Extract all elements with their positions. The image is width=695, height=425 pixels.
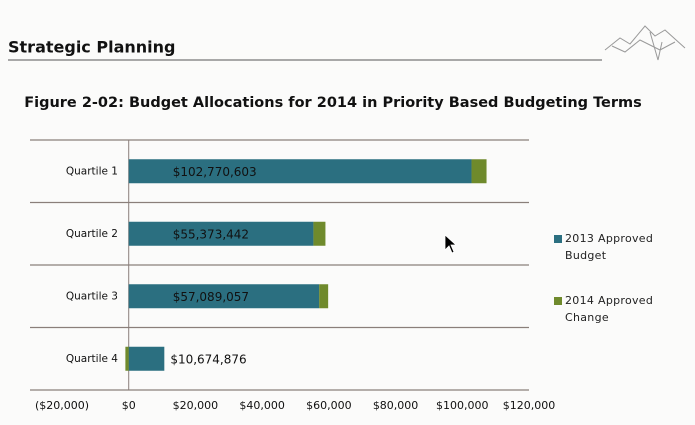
chart-title: Figure 2-02: Budget Allocations for 2014… — [24, 95, 642, 111]
data-label: $55,373,442 — [173, 227, 249, 241]
x-tick-label: $40,000 — [239, 399, 285, 412]
y-tick-label: Quartile 2 — [66, 228, 118, 240]
legend-swatch — [554, 235, 562, 243]
page-title: Strategic Planning — [8, 38, 175, 57]
x-tick-label: $100,000 — [436, 399, 489, 412]
x-tick-label: $60,000 — [306, 399, 352, 412]
x-tick-label: $20,000 — [173, 399, 219, 412]
x-tick-label: ($20,000) — [35, 399, 89, 412]
legend-swatch — [554, 297, 562, 305]
bar-segment — [471, 159, 487, 184]
x-tick-label: $80,000 — [373, 399, 419, 412]
legend-label: 2013 Approved Budget — [565, 232, 654, 262]
bar-segment — [128, 159, 472, 184]
bar-segment — [128, 284, 320, 309]
data-label: $102,770,603 — [173, 165, 257, 179]
legend-label: 2014 Approved Change — [565, 294, 654, 324]
x-tick-label: $0 — [122, 399, 136, 412]
bar-segment — [125, 346, 129, 371]
logo — [604, 25, 686, 61]
bar-segment — [128, 221, 314, 246]
bar-segment — [313, 221, 326, 246]
cursor — [444, 234, 458, 254]
data-label: $57,089,057 — [173, 290, 249, 304]
bar-segment — [319, 284, 329, 309]
bar-segment — [128, 346, 165, 371]
data-label: $10,674,876 — [170, 352, 246, 366]
y-tick-label: Quartile 3 — [66, 290, 118, 302]
y-tick-label: Quartile 4 — [66, 353, 118, 365]
y-tick-label: Quartile 1 — [66, 165, 118, 177]
x-tick-label: $120,000 — [503, 399, 556, 412]
